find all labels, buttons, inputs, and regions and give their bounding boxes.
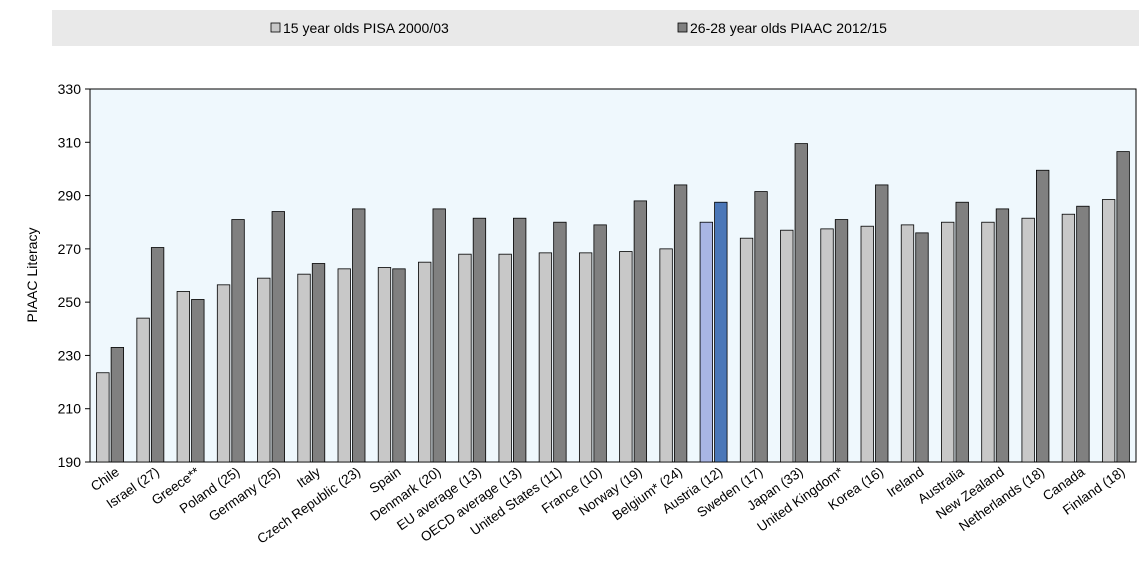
bars — [96, 143, 1130, 463]
bar-pisa-22 — [981, 221, 995, 463]
bar-piaac-12 — [593, 224, 607, 463]
bar-pisa-3 — [216, 284, 231, 463]
bar-piaac-9 — [472, 217, 487, 463]
bar-piaac-6 — [352, 208, 366, 463]
x-tick-label: Italy — [294, 464, 323, 491]
bar-pisa-6 — [337, 268, 351, 463]
legend-label-pisa: 15 year olds PISA 2000/03 — [283, 20, 449, 36]
bar-piaac-17 — [794, 143, 808, 463]
bar-piaac-0 — [110, 347, 125, 463]
y-axis: 190 210 230 250 270 290 310 330 — [58, 81, 90, 470]
x-tick-label: Germany (25) — [206, 464, 283, 524]
legend-swatch-piaac — [677, 22, 688, 33]
bar-pisa-2 — [176, 291, 190, 463]
bar-pisa-16 — [739, 237, 754, 463]
bar-piaac-8 — [432, 208, 446, 463]
bar-piaac-25 — [1116, 151, 1130, 463]
y-tick-label: 250 — [58, 294, 82, 310]
bar-pisa-14 — [659, 248, 673, 463]
bar-pisa-12 — [578, 252, 593, 463]
y-tick-label: 270 — [58, 241, 82, 257]
bar-piaac-10 — [513, 217, 527, 463]
bar-piaac-21 — [955, 201, 969, 463]
bar-piaac-7 — [392, 268, 406, 463]
y-axis-label: PIAAC Literacy — [24, 228, 40, 323]
bar-pisa-8 — [418, 261, 432, 463]
y-tick-label: 330 — [58, 81, 82, 97]
bar-pisa-20 — [900, 224, 915, 463]
bar-piaac-3 — [231, 219, 245, 463]
bar-pisa-25 — [1101, 199, 1116, 463]
bar-pisa-10 — [498, 253, 512, 463]
bar-piaac-23 — [1036, 169, 1050, 463]
legend-label-piaac: 26-28 year olds PIAAC 2012/15 — [690, 20, 887, 36]
plot-area — [89, 88, 1137, 463]
bar-piaac-19 — [875, 184, 889, 463]
bar-pisa-18 — [820, 228, 834, 463]
bar-pisa-15 — [699, 221, 713, 463]
bar-piaac-24 — [1076, 205, 1090, 463]
bar-piaac-16 — [754, 191, 768, 463]
bar-pisa-23 — [1021, 217, 1035, 463]
bar-pisa-13 — [619, 251, 633, 463]
y-tick-label: 230 — [58, 347, 82, 363]
bar-piaac-2 — [191, 299, 205, 463]
bar-pisa-24 — [1061, 213, 1076, 463]
bar-piaac-20 — [915, 232, 929, 463]
bar-pisa-4 — [257, 277, 271, 463]
bar-pisa-19 — [860, 225, 874, 463]
bar-pisa-7 — [377, 267, 392, 463]
bar-piaac-13 — [633, 200, 648, 463]
legend: 15 year olds PISA 2000/03 26-28 year old… — [270, 20, 887, 36]
bar-pisa-0 — [96, 372, 110, 463]
bar-pisa-9 — [458, 253, 472, 463]
bar-piaac-22 — [995, 208, 1010, 463]
legend-band — [52, 10, 1139, 46]
y-tick-label: 310 — [58, 134, 82, 150]
bar-piaac-15 — [714, 201, 728, 463]
bar-piaac-11 — [553, 221, 567, 463]
y-tick-label: 210 — [58, 401, 82, 417]
bar-piaac-1 — [150, 247, 165, 463]
bar-piaac-18 — [834, 219, 849, 463]
bar-pisa-11 — [538, 252, 553, 463]
y-tick-label: 190 — [58, 454, 82, 470]
bar-piaac-4 — [271, 211, 285, 463]
bar-pisa-21 — [941, 221, 955, 463]
bar-pisa-17 — [780, 229, 794, 463]
legend-swatch-pisa — [270, 22, 281, 33]
bar-piaac-5 — [311, 263, 326, 463]
bar-pisa-1 — [136, 317, 150, 463]
bar-piaac-14 — [673, 184, 688, 463]
y-tick-label: 290 — [58, 188, 82, 204]
bar-pisa-5 — [297, 273, 311, 463]
